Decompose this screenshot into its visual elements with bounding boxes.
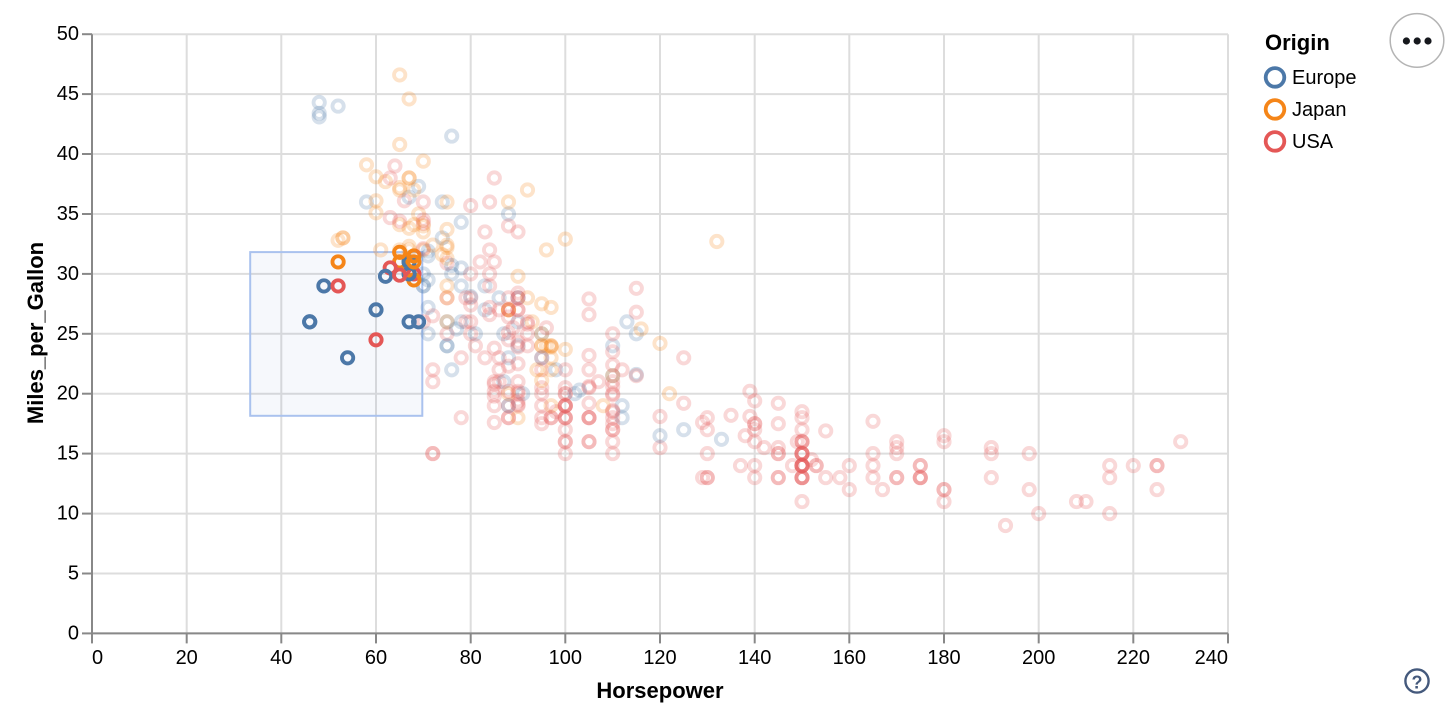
- svg-text:120: 120: [643, 647, 676, 669]
- svg-text:10: 10: [57, 503, 79, 525]
- svg-text:0: 0: [68, 622, 79, 644]
- svg-text:100: 100: [549, 647, 582, 669]
- svg-text:?: ?: [1412, 673, 1423, 693]
- svg-text:60: 60: [365, 647, 387, 669]
- svg-text:Horsepower: Horsepower: [596, 678, 724, 703]
- svg-text:5: 5: [68, 563, 79, 585]
- svg-text:240: 240: [1195, 647, 1228, 669]
- svg-text:Miles_per_Gallon: Miles_per_Gallon: [23, 242, 48, 424]
- svg-text:160: 160: [833, 647, 866, 669]
- svg-text:40: 40: [57, 143, 79, 165]
- svg-text:35: 35: [57, 203, 79, 225]
- svg-text:USA: USA: [1292, 131, 1334, 153]
- svg-text:45: 45: [57, 83, 79, 105]
- svg-text:0: 0: [92, 647, 103, 669]
- svg-text:50: 50: [57, 23, 79, 45]
- svg-text:20: 20: [176, 647, 198, 669]
- svg-text:140: 140: [738, 647, 771, 669]
- svg-text:15: 15: [57, 443, 79, 465]
- svg-text:30: 30: [57, 263, 79, 285]
- svg-text:Origin: Origin: [1265, 30, 1330, 55]
- svg-text:180: 180: [927, 647, 960, 669]
- svg-text:Japan: Japan: [1292, 99, 1347, 121]
- svg-text:220: 220: [1117, 647, 1150, 669]
- svg-text:20: 20: [57, 383, 79, 405]
- svg-text:80: 80: [460, 647, 482, 669]
- svg-text:40: 40: [270, 647, 292, 669]
- svg-text:Europe: Europe: [1292, 67, 1357, 89]
- svg-text:25: 25: [57, 323, 79, 345]
- svg-text:200: 200: [1022, 647, 1055, 669]
